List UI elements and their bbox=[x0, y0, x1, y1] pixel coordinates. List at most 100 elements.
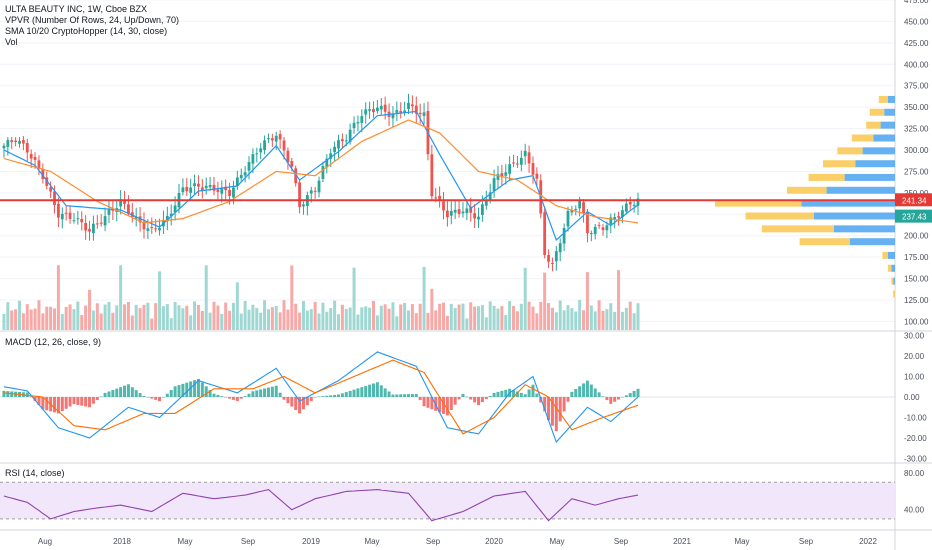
candle-body bbox=[621, 210, 624, 218]
candle-body bbox=[519, 157, 523, 165]
candle-body bbox=[410, 104, 414, 107]
volume-bar bbox=[344, 309, 348, 330]
volume-bar bbox=[146, 302, 150, 330]
volume-bar bbox=[418, 303, 422, 330]
time-tick-label: Sep bbox=[799, 537, 814, 546]
volume-bar bbox=[609, 303, 613, 330]
macd-histogram-bar bbox=[578, 386, 582, 397]
volume-bar bbox=[515, 311, 519, 330]
macd-histogram-bar bbox=[636, 388, 640, 397]
candle-body bbox=[364, 109, 368, 115]
volume-bar bbox=[53, 308, 57, 330]
macd-histogram-bar bbox=[613, 397, 617, 402]
volume-bar bbox=[410, 304, 414, 330]
macd-histogram-bar bbox=[585, 380, 589, 397]
macd-histogram-bar bbox=[333, 394, 337, 397]
candle-body bbox=[185, 186, 189, 192]
candle-body bbox=[488, 192, 492, 200]
volume-bar bbox=[88, 289, 92, 330]
volume-bar bbox=[142, 304, 146, 330]
macd-histogram-bar bbox=[64, 397, 68, 409]
volume-bar bbox=[333, 300, 337, 330]
volume-bar bbox=[523, 267, 527, 330]
volume-bar bbox=[554, 312, 558, 330]
macd-histogram-bar bbox=[360, 387, 364, 397]
vpvr-down-bar bbox=[837, 147, 863, 155]
volume-bar bbox=[445, 315, 449, 330]
macd-histogram-bar bbox=[609, 397, 613, 404]
macd-histogram-bar bbox=[395, 394, 399, 397]
volume-bar bbox=[403, 302, 407, 330]
volume-bar bbox=[29, 309, 33, 330]
candle-body bbox=[169, 213, 173, 217]
volume-bar bbox=[383, 304, 387, 330]
volume-bar bbox=[228, 310, 232, 330]
vpvr-down-bar bbox=[799, 238, 850, 246]
volume-bar bbox=[387, 308, 391, 330]
candle-body bbox=[142, 221, 146, 230]
vpvr-up-bar bbox=[893, 277, 895, 285]
volume-bar bbox=[18, 300, 22, 330]
rsi-legend[interactable]: RSI (14, close) bbox=[5, 468, 65, 479]
volume-bar bbox=[154, 303, 158, 330]
candle-body bbox=[465, 208, 469, 214]
price-tick-label: 100.00 bbox=[904, 317, 929, 326]
candle-body bbox=[570, 210, 574, 213]
volume-bar bbox=[461, 303, 465, 330]
volume-bar bbox=[469, 302, 473, 330]
vpvr-up-bar bbox=[862, 147, 895, 155]
candle-body bbox=[372, 108, 375, 113]
candle-body bbox=[119, 199, 123, 207]
macd-histogram-bar bbox=[37, 397, 41, 406]
macd-histogram-bar bbox=[344, 392, 348, 397]
candle-body bbox=[197, 183, 200, 187]
volume-bar bbox=[305, 310, 309, 330]
candle-body bbox=[554, 251, 558, 262]
volume-bar bbox=[169, 318, 173, 330]
vpvr-down-bar bbox=[893, 290, 895, 298]
macd-histogram-bar bbox=[243, 396, 247, 397]
candle-body bbox=[84, 222, 88, 231]
rsi-legend-label: RSI (14, close) bbox=[5, 468, 65, 478]
candle-body bbox=[422, 112, 426, 116]
macd-histogram-bar bbox=[340, 393, 344, 397]
macd-legend[interactable]: MACD (12, 26, close, 9) bbox=[5, 337, 101, 348]
macd-histogram-bar bbox=[391, 394, 395, 397]
vpvr-down-bar bbox=[891, 277, 894, 285]
macd-histogram-bar bbox=[111, 390, 115, 397]
symbol-title[interactable]: ULTA BEAUTY INC, 1W, Cboe BZX bbox=[5, 4, 148, 14]
macd-histogram-bar bbox=[29, 396, 33, 398]
price-candles[interactable] bbox=[2, 93, 640, 272]
candle-body bbox=[298, 182, 301, 208]
vpvr-down-bar bbox=[715, 199, 802, 207]
volume-bar bbox=[414, 313, 418, 330]
candle-body bbox=[99, 222, 103, 224]
sma-legend[interactable]: SMA 10/20 CryptoHopper (14, 30, close) bbox=[5, 26, 168, 36]
candle-body bbox=[469, 206, 473, 213]
price-axis[interactable]: 100.00125.00150.00175.00200.00225.00250.… bbox=[904, 0, 929, 515]
vpvr-up-bar bbox=[826, 186, 895, 194]
vpvr-histogram bbox=[715, 95, 895, 298]
macd-histogram-bar bbox=[445, 397, 449, 416]
macd-histogram-bar bbox=[309, 397, 313, 402]
time-tick-label: 2021 bbox=[673, 537, 691, 546]
macd-histogram-bar bbox=[212, 393, 216, 397]
time-axis[interactable]: Aug 2018 May Sep 2019 May Sep 2020 May Sep 2021 May… bbox=[38, 537, 878, 546]
candle-body bbox=[418, 112, 422, 115]
vpvr-up-bar bbox=[814, 212, 895, 220]
candle-body bbox=[527, 152, 531, 164]
macd-histogram-bar bbox=[224, 397, 228, 398]
candle-body bbox=[200, 187, 204, 190]
time-tick-label: 2018 bbox=[113, 537, 131, 546]
candle-body bbox=[18, 140, 21, 144]
candle-body bbox=[95, 223, 99, 225]
macd-pane[interactable] bbox=[0, 351, 895, 444]
rsi-pane[interactable] bbox=[0, 481, 895, 522]
vol-legend[interactable]: Vol bbox=[5, 37, 18, 47]
vpvr-up-bar bbox=[844, 173, 895, 181]
volume-bar bbox=[21, 313, 25, 330]
vpvr-legend[interactable]: VPVR (Number Of Rows, 24, Up/Down, 70) bbox=[5, 15, 180, 25]
volume-bar bbox=[605, 309, 609, 330]
